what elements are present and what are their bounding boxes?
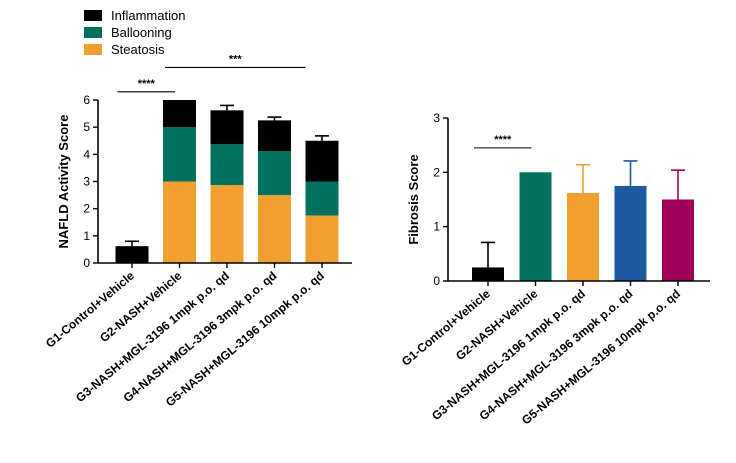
bar-ballooning-2 [163,127,196,182]
legend-label-ballooning: Ballooning [111,25,172,40]
y-tick-label-5: 5 [83,120,90,134]
y-tick-label-1: 1 [433,220,440,234]
bar-fibrosis-4 [614,185,647,281]
bar-fibrosis-5 [662,199,694,281]
bar-inflammation-3 [210,110,244,145]
category-label-2: G2-NASH+Vehicle [97,268,185,345]
legend-swatch-ballooning [84,27,102,38]
bar-steatosis-2 [163,181,196,263]
y-axis-title: NAFLD Activity Score [56,115,71,249]
y-tick-label-4: 4 [83,147,90,161]
y-tick-label-2: 2 [433,165,440,179]
bar-ballooning-4 [258,151,291,196]
bar-inflammation-1 [115,246,149,263]
bar-fibrosis-2 [519,172,552,281]
significance-label-1: **** [138,78,156,90]
y-tick-label-3: 3 [433,111,440,125]
y-tick-label-0: 0 [83,256,90,270]
legend: Inflammation Ballooning Steatosis [84,8,185,57]
y-tick-label-0: 0 [433,274,440,288]
fibrosis-score-chart: G1-Control+VehicleG2-NASH+VehicleG3-NASH… [399,111,710,427]
bar-steatosis-3 [210,185,244,263]
category-label-2: G2-NASH+Vehicle [453,286,541,363]
bar-ballooning-5 [305,181,339,216]
bar-fibrosis-1 [472,267,504,281]
bar-inflammation-2 [163,100,196,128]
legend-swatch-steatosis [84,44,102,55]
bar-inflammation-4 [258,120,291,152]
legend-swatch-inflammation [84,10,102,21]
y-tick-label-3: 3 [83,175,90,189]
bar-fibrosis-3 [567,192,599,281]
significance-label-2: *** [229,53,243,65]
legend-label-steatosis: Steatosis [111,42,165,57]
y-axis-title: Fibrosis Score [406,154,421,244]
category-label-1: G1-Control+Vehicle [399,286,493,368]
legend-label-inflammation: Inflammation [111,8,185,23]
significance-label-1: **** [494,134,512,146]
y-tick-label-6: 6 [83,93,90,107]
category-label-1: G1-Control+Vehicle [43,268,137,350]
y-tick-label-2: 2 [83,202,90,216]
y-tick-label-1: 1 [83,229,90,243]
nafld-activity-score-chart: G1-Control+VehicleG2-NASH+VehicleG3-NASH… [43,53,352,409]
bar-steatosis-5 [305,215,339,263]
bar-inflammation-5 [305,140,339,182]
bar-steatosis-4 [258,195,291,263]
bar-ballooning-3 [210,144,244,186]
